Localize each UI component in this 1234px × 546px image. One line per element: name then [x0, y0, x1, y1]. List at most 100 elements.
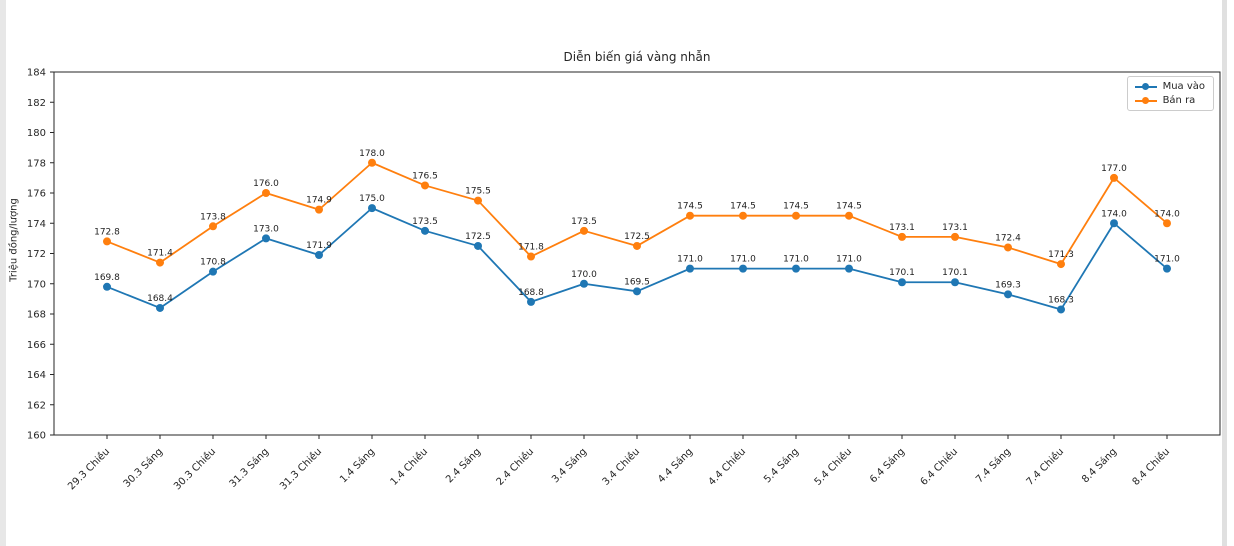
x-tick-label: 6.4 Sáng	[867, 446, 907, 486]
x-tick-label: 8.4 Sáng	[1079, 446, 1119, 486]
data-point-marker	[1110, 173, 1118, 182]
data-point-label: 172.5	[624, 232, 650, 242]
data-point-label: 172.5	[465, 232, 491, 242]
data-point-label: 172.4	[995, 233, 1021, 243]
data-point-marker	[845, 211, 853, 220]
x-tick-label: 31.3 Sáng	[227, 446, 271, 490]
y-tick-label: 160	[27, 431, 46, 442]
data-point-marker	[580, 226, 588, 235]
data-point-marker	[951, 232, 959, 241]
data-point-label: 171.9	[306, 241, 332, 251]
legend-line-marker-icon	[1134, 82, 1157, 91]
legend-line-marker-icon	[1134, 96, 1157, 105]
data-point-marker	[739, 264, 747, 273]
data-point-label: 171.8	[518, 243, 544, 253]
data-point-label: 169.8	[94, 273, 120, 283]
x-tick-label: 30.3 Sáng	[121, 446, 165, 490]
x-tick-label: 2.4 Chiều	[494, 446, 536, 488]
x-tick-label: 7.4 Sáng	[973, 446, 1013, 486]
y-tick-label: 170	[27, 279, 46, 290]
y-tick-label: 168	[27, 310, 46, 321]
x-tick-label: 5.4 Chiều	[812, 446, 854, 488]
data-point-label: 169.3	[995, 280, 1021, 290]
y-tick-label: 166	[27, 340, 46, 351]
data-point-marker	[368, 204, 376, 213]
data-point-label: 173.5	[412, 217, 438, 227]
data-point-label: 178.0	[359, 149, 385, 159]
data-point-label: 170.8	[200, 258, 226, 268]
x-tick-label: 31.3 Chiều	[277, 446, 324, 493]
x-tick-label: 1.4 Sáng	[337, 446, 377, 486]
legend-item-ban-ra: Bán ra	[1134, 95, 1205, 106]
data-point-label: 173.0	[253, 224, 279, 234]
data-point-marker	[421, 226, 429, 235]
chart-title: Diễn biến giá vàng nhẫn	[563, 50, 711, 64]
data-point-marker	[1004, 290, 1012, 299]
data-point-marker	[262, 189, 270, 197]
data-point-label: 171.0	[730, 255, 756, 265]
data-point-label: 176.5	[412, 171, 438, 181]
data-point-label: 174.5	[783, 202, 809, 212]
data-point-marker	[633, 241, 641, 250]
data-point-marker	[845, 264, 853, 273]
data-point-marker	[103, 282, 111, 291]
data-point-label: 171.0	[677, 255, 703, 265]
data-point-marker	[1163, 264, 1171, 273]
y-tick-label: 180	[27, 128, 46, 139]
data-point-marker	[686, 211, 694, 220]
data-point-label: 174.5	[836, 202, 862, 212]
data-point-marker	[686, 264, 694, 273]
x-tick-label: 3.4 Chiều	[600, 446, 642, 488]
data-point-label: 176.0	[253, 179, 279, 189]
data-point-label: 171.0	[836, 255, 862, 265]
data-point-marker	[898, 278, 906, 287]
data-point-marker	[1163, 219, 1171, 228]
data-point-marker	[898, 232, 906, 241]
data-point-marker	[474, 196, 482, 205]
data-point-label: 174.5	[730, 202, 756, 212]
data-point-label: 172.8	[94, 227, 120, 237]
plot-frame	[53, 71, 1221, 436]
data-point-label: 173.8	[200, 212, 226, 222]
data-point-marker	[262, 234, 270, 243]
data-point-marker	[792, 211, 800, 220]
data-point-label: 169.5	[624, 277, 650, 287]
data-point-marker	[1004, 243, 1012, 252]
page-border-left	[0, 0, 6, 546]
legend: Mua vào Bán ra	[1126, 76, 1214, 111]
x-tick-label: 4.4 Sáng	[655, 446, 695, 486]
x-tick-label: 5.4 Sáng	[761, 446, 801, 486]
data-point-label: 168.4	[147, 294, 173, 304]
y-tick-label: 174	[27, 219, 46, 230]
data-point-label: 171.0	[783, 255, 809, 265]
data-point-label: 174.0	[1101, 209, 1127, 219]
data-point-label: 175.5	[465, 187, 491, 197]
data-point-marker	[1110, 219, 1118, 228]
x-tick-label: 3.4 Sáng	[549, 446, 589, 486]
data-point-label: 173.1	[942, 223, 968, 233]
data-point-label: 174.9	[306, 196, 332, 206]
x-tick-label: 1.4 Chiều	[388, 446, 430, 488]
legend-item-mua-vao: Mua vào	[1134, 81, 1205, 92]
data-point-label: 170.0	[571, 270, 597, 280]
legend-label: Mua vào	[1162, 81, 1205, 92]
data-point-label: 173.5	[571, 217, 597, 227]
data-point-label: 174.0	[1154, 209, 1180, 219]
data-point-marker	[951, 278, 959, 287]
data-point-label: 170.1	[889, 268, 915, 278]
data-point-label: 175.0	[359, 194, 385, 204]
y-tick-label: 172	[27, 249, 46, 260]
data-point-marker	[421, 181, 429, 190]
data-point-marker	[209, 267, 217, 276]
data-point-label: 170.1	[942, 268, 968, 278]
data-point-marker	[474, 241, 482, 250]
data-point-marker	[527, 252, 535, 261]
data-point-label: 168.8	[518, 288, 544, 298]
x-tick-label: 2.4 Sáng	[443, 446, 483, 486]
y-tick-label: 164	[27, 370, 46, 381]
x-tick-label: 6.4 Chiều	[918, 446, 960, 488]
data-point-label: 173.1	[889, 223, 915, 233]
data-point-marker	[792, 264, 800, 273]
x-tick-label: 7.4 Chiều	[1024, 446, 1066, 488]
